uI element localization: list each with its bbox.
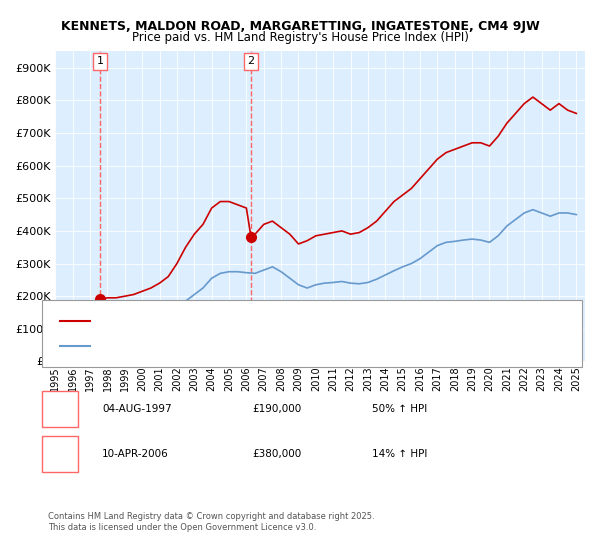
Text: 50% ↑ HPI: 50% ↑ HPI xyxy=(372,404,427,414)
Text: Contains HM Land Registry data © Crown copyright and database right 2025.
This d: Contains HM Land Registry data © Crown c… xyxy=(48,512,374,532)
Text: HPI: Average price, detached house, Chelmsford: HPI: Average price, detached house, Chel… xyxy=(99,341,318,350)
Text: Price paid vs. HM Land Registry's House Price Index (HPI): Price paid vs. HM Land Registry's House … xyxy=(131,31,469,44)
Text: £380,000: £380,000 xyxy=(252,449,301,459)
Text: 04-AUG-1997: 04-AUG-1997 xyxy=(102,404,172,414)
Text: 14% ↑ HPI: 14% ↑ HPI xyxy=(372,449,427,459)
Text: 2: 2 xyxy=(248,56,254,66)
Text: KENNETS, MALDON ROAD, MARGARETTING, INGATESTONE, CM4 9JW: KENNETS, MALDON ROAD, MARGARETTING, INGA… xyxy=(61,20,539,32)
Text: 1: 1 xyxy=(97,56,104,66)
Text: KENNETS, MALDON ROAD, MARGARETTING, INGATESTONE, CM4 9JW (detached house): KENNETS, MALDON ROAD, MARGARETTING, INGA… xyxy=(99,316,490,325)
Text: 10-APR-2006: 10-APR-2006 xyxy=(102,449,169,459)
Text: £190,000: £190,000 xyxy=(252,404,301,414)
Text: 2: 2 xyxy=(56,449,64,459)
Text: 1: 1 xyxy=(56,404,64,414)
